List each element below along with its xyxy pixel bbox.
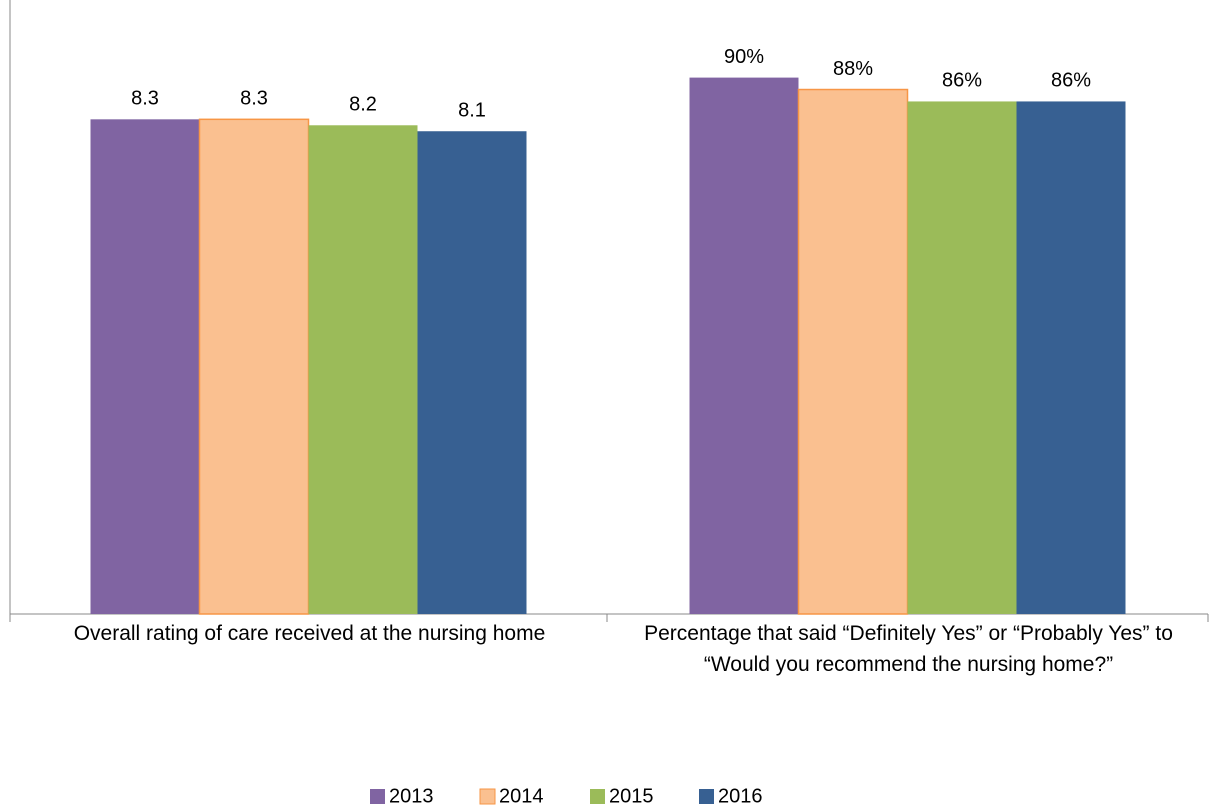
bar bbox=[689, 77, 799, 615]
bar bbox=[308, 125, 418, 614]
legend-swatch bbox=[699, 789, 714, 804]
legend-swatch bbox=[590, 789, 605, 804]
data-label: 8.2 bbox=[349, 94, 377, 116]
bar bbox=[797, 88, 909, 615]
data-label: 88% bbox=[833, 58, 873, 80]
data-label: 90% bbox=[724, 46, 764, 68]
legend-label: 2016 bbox=[718, 785, 763, 807]
bar bbox=[1016, 101, 1126, 614]
data-label: 86% bbox=[942, 70, 982, 92]
legend-label: 2015 bbox=[609, 785, 654, 807]
bar bbox=[90, 119, 200, 614]
x-tick-label: Percentage that said “Definitely Yes” or… bbox=[644, 622, 1173, 676]
data-label: 86% bbox=[1051, 70, 1091, 92]
legend-swatch bbox=[479, 788, 496, 805]
legend-label: 2014 bbox=[499, 785, 544, 807]
bar bbox=[198, 118, 310, 615]
data-label: 8.3 bbox=[240, 88, 268, 110]
legend-label: 2013 bbox=[389, 785, 434, 807]
data-label: 8.3 bbox=[131, 88, 159, 110]
x-tick-label: Overall rating of care received at the n… bbox=[73, 622, 546, 645]
data-label: 8.1 bbox=[458, 100, 486, 122]
legend-swatch bbox=[370, 789, 385, 804]
bar bbox=[417, 131, 527, 615]
bar bbox=[907, 101, 1017, 614]
